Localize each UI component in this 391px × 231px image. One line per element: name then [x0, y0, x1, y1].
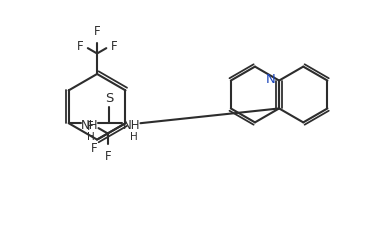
Text: F: F — [104, 150, 111, 163]
Text: F: F — [77, 40, 83, 53]
Text: F: F — [91, 142, 97, 155]
Text: F: F — [111, 40, 118, 53]
Text: H: H — [87, 131, 95, 141]
Text: H: H — [129, 131, 137, 141]
Text: N: N — [266, 73, 276, 86]
Text: F: F — [94, 25, 100, 38]
Text: NH: NH — [123, 119, 141, 131]
Text: F: F — [87, 119, 94, 132]
Text: S: S — [105, 91, 113, 104]
Text: NH: NH — [81, 119, 99, 131]
